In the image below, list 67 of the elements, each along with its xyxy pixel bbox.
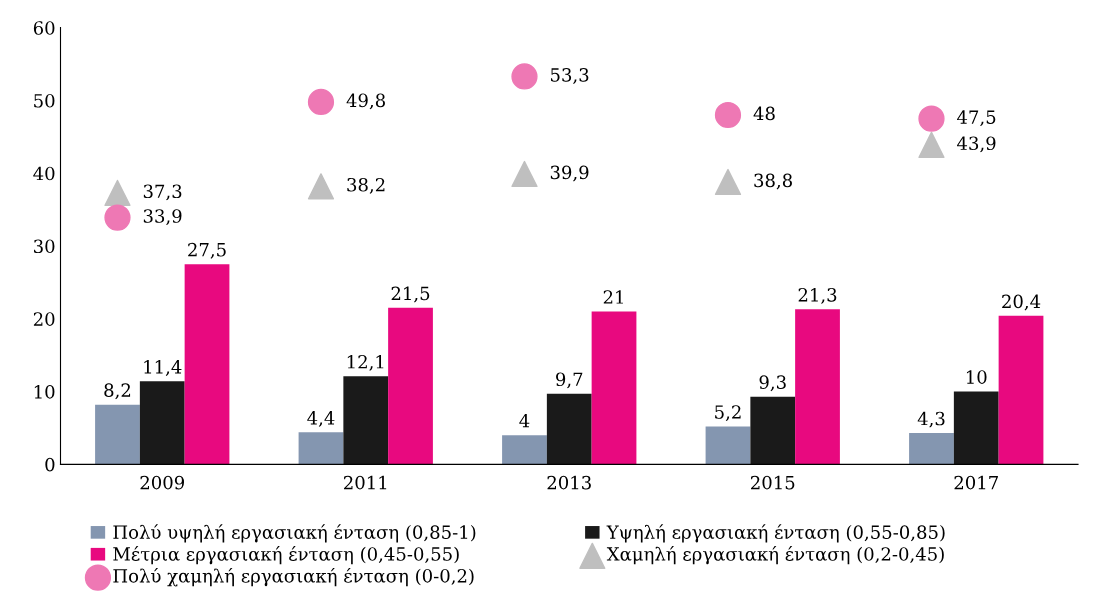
- bar: [705, 426, 751, 465]
- data-label: 20,4: [1002, 294, 1041, 311]
- y-tick-label: 50: [34, 93, 55, 108]
- legend-label: Χαμηλή εργασιακή ένταση (0,2-0,45): [606, 546, 944, 565]
- bar: [139, 381, 185, 465]
- x-tick-label: 2011: [344, 475, 387, 490]
- bar: [998, 315, 1044, 465]
- y-tick-label: 60: [33, 21, 55, 35]
- y-tick-label: 30: [34, 239, 55, 254]
- point: [307, 88, 335, 116]
- legend-label: Πολύ υψηλή εργασιακή ένταση (0,85-1): [113, 524, 476, 543]
- bar: [909, 433, 954, 465]
- x-tick-label: 2015: [751, 475, 795, 490]
- legend-label: Υψηλή εργασιακή ένταση (0,55-0,85): [606, 524, 945, 543]
- y-tick-label: 40: [33, 166, 55, 181]
- bar: [502, 435, 547, 465]
- point: [511, 160, 538, 188]
- data-label: 37,3: [143, 184, 182, 201]
- bar: [953, 391, 999, 465]
- data-label: 21: [603, 290, 623, 304]
- data-label: 47,5: [957, 110, 996, 127]
- bar: [591, 311, 637, 465]
- data-label: 4,3: [917, 411, 945, 428]
- data-label: 21,5: [391, 286, 430, 303]
- legend-label: Μέτρια εργασιακή ένταση (0,45-0,55): [113, 546, 459, 565]
- bar: [388, 307, 433, 465]
- data-label: 53,3: [551, 68, 589, 84]
- point: [511, 63, 538, 90]
- x-tick-label: 2009: [140, 475, 185, 490]
- data-label: 48: [753, 106, 775, 121]
- data-label: 21,3: [798, 287, 837, 304]
- data-label: 4,4: [307, 410, 335, 427]
- bar: [795, 309, 840, 465]
- bar: [750, 396, 796, 465]
- bar: [298, 432, 344, 465]
- x-tick-label: 2013: [547, 475, 591, 490]
- y-tick-label: 10: [34, 385, 55, 399]
- point: [714, 168, 742, 196]
- y-tick-label: 0: [45, 457, 55, 472]
- bar: [184, 264, 230, 465]
- y-tick-label: 20: [33, 312, 55, 326]
- point: [918, 105, 945, 132]
- x-tick-label: 2017: [954, 475, 998, 490]
- data-label: 10: [966, 370, 987, 384]
- data-label: 11,4: [144, 360, 182, 376]
- data-label: 49,8: [346, 93, 385, 110]
- data-label: 9,3: [759, 375, 786, 392]
- bar: [95, 404, 140, 465]
- bar: [343, 376, 389, 465]
- data-label: 9,7: [556, 372, 583, 389]
- data-label: 38,8: [754, 173, 792, 190]
- bar: [546, 393, 592, 465]
- point: [714, 101, 742, 129]
- data-label: 4: [519, 413, 530, 428]
- data-label: 12,1: [347, 354, 384, 371]
- data-label: 33,9: [143, 209, 182, 226]
- data-label: 39,9: [550, 165, 589, 182]
- data-label: 5,2: [715, 405, 741, 422]
- point: [104, 204, 131, 231]
- point: [918, 131, 945, 158]
- point: [104, 179, 131, 206]
- data-label: 8,2: [104, 383, 131, 400]
- point: [307, 173, 335, 200]
- legend-label: Πολύ χαμηλή εργασιακή ένταση (0-0,2): [113, 567, 474, 587]
- data-label: 27,5: [188, 242, 226, 259]
- data-label: 38,2: [347, 177, 385, 194]
- data-label: 43,9: [957, 136, 996, 153]
